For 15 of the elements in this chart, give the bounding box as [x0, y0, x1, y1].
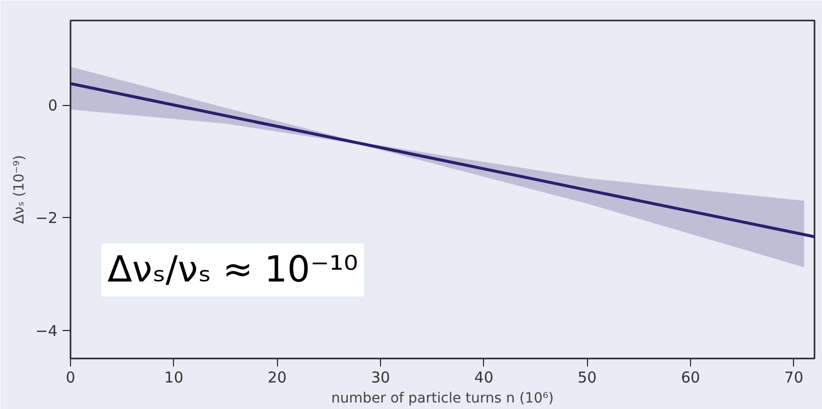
x-tick-label: 50	[578, 368, 597, 386]
y-axis-title: Δνₛ (10⁻⁹)	[11, 155, 28, 224]
y-tick-label: −4	[35, 322, 58, 340]
y-tick-label: 0	[48, 96, 58, 114]
x-tick-label: 60	[680, 368, 700, 386]
x-tick-label: 0	[66, 368, 76, 386]
y-tick-label: −2	[35, 209, 58, 228]
x-tick-label: 40	[474, 368, 494, 386]
annotation: Δνₛ/νₛ ≈ 10⁻¹⁰	[108, 250, 358, 291]
x-tick-label: 30	[370, 368, 390, 386]
x-axis-title: number of particle turns n (10⁶)	[331, 390, 554, 406]
x-tick-label: 10	[164, 368, 184, 386]
x-tick-label: 70	[784, 368, 804, 386]
x-tick-label: 20	[268, 368, 287, 386]
line-series	[70, 82, 814, 238]
